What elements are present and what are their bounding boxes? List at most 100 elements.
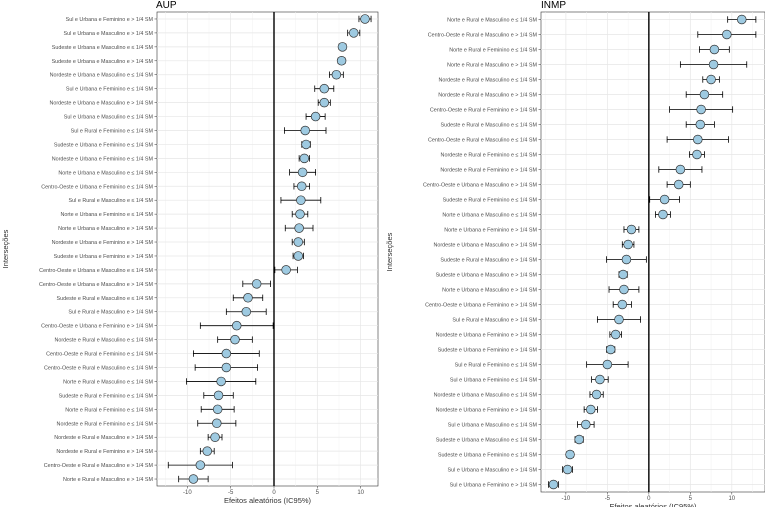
inmp-point-estimate [626,224,637,235]
inmp-point-estimate [706,74,716,85]
aup-point-estimate [293,237,304,247]
inmp-plot-area [540,11,765,493]
inmp-x-tick-label: -5 [605,496,611,502]
inmp-point-estimate [617,299,628,310]
aup-point-estimate [310,111,321,122]
aup-row-label: Sudeste e Urbana e Masculino e > 1/4 SM [52,59,154,65]
aup-row-label: Sudeste e Urbana e Masculino e ≤ 1/4 SM [52,45,154,51]
aup-point-estimate [337,42,348,52]
inmp-point-estimate [737,14,747,25]
inmp-row-label: Nordeste e Rural e Masculino e > 1/4 SM [438,93,537,99]
aup-point-estimate [360,14,370,24]
inmp-row-label: Centro-Oeste e Urbana e Masculino e > 1/… [423,183,538,189]
aup-point-estimate [213,390,224,401]
inmp-row-label: Centro-Oeste e Rural e Feminino e > 1/4 … [430,108,538,114]
inmp-row-label: Sul e Urbana e Masculino e > 1/4 SM [448,468,538,474]
inmp-point-estimate [562,464,573,475]
aup-point-estimate [231,320,242,331]
inmp-point-estimate [586,404,596,415]
aup-point-estimate [212,404,223,415]
aup-row-label: Nordeste e Urbana e Masculino e ≤ 1/4 SM [50,73,154,79]
inmp-point-estimate [621,254,632,265]
inmp-x-tick-label: 10 [728,496,735,502]
aup-row-label: Sudeste e Urbana e Feminino e > 1/4 SM [54,254,154,260]
inmp-point-estimate [581,419,591,430]
inmp-point-estimate [614,314,624,325]
aup-row-label: Sudeste e Rural e Feminino e ≤ 1/4 SM [59,393,154,399]
inmp-point-estimate [602,359,613,370]
aup-row-label: Norte e Rural e Masculino e ≤ 1/4 SM [63,379,153,385]
aup-point-estimate [251,279,262,289]
aup-row-label: Sul e Urbana e Masculino e ≤ 1/4 SM [64,115,154,121]
inmp-point-estimate [591,389,602,400]
inmp-row-label: Sudeste e Rural e Masculino e > 1/4 SM [440,258,537,264]
aup-point-estimate [296,181,307,192]
inmp-row-label: Nordeste e Urbana e Masculino e ≤ 1/4 SM [434,393,538,399]
inmp-point-estimate [709,44,720,55]
aup-point-estimate [241,306,252,317]
aup-row-label: Sul e Urbana e Feminino e > 1/4 SM [66,17,154,23]
inmp-row-label: Centro-Oeste e Urbana e Feminino e > 1/4… [425,303,537,309]
inmp-point-estimate [574,434,584,445]
aup-point-estimate [295,209,305,219]
aup-x-tick-label: 0 [272,490,276,496]
inmp-x-tick-label: 5 [689,496,693,502]
aup-row-label: Sul e Rural e Feminino e ≤ 1/4 SM [71,129,154,135]
aup-row-label: Sul e Urbana e Feminino e ≤ 1/4 SM [66,87,154,93]
inmp-point-estimate [548,479,559,490]
aup-row-label: Sudeste e Urbana e Feminino e ≤ 1/4 SM [54,142,154,148]
aup-row-label: Norte e Urbana e Masculino e > 1/4 SM [58,226,153,232]
aup-row-label: Norte e Rural e Feminino e ≤ 1/4 SM [65,407,153,413]
inmp-row-label: Norte e Urbana e Masculino e > 1/4 SM [442,288,537,294]
aup-point-estimate [202,446,213,456]
aup-point-estimate [243,293,253,303]
inmp-point-estimate [619,284,629,295]
inmp-x-tick-label: -10 [562,496,571,502]
aup-point-estimate [216,376,226,387]
inmp-row-label: Sul e Urbana e Feminino e > 1/4 SM [450,483,538,489]
aup-row-label: Centro-Oeste e Rural e Masculino e ≤ 1/4… [44,366,154,372]
aup-point-estimate [221,348,232,359]
inmp-point-estimate [722,29,732,40]
aup-point-estimate [331,69,342,80]
inmp-row-label: Nordeste e Rural e Feminino e ≤ 1/4 SM [441,153,538,159]
aup-x-tick-label: -10 [183,490,192,496]
aup-point-estimate [299,153,310,164]
aup-y-axis-label: Interseções [1,229,10,268]
inmp-panel-title: INMP [541,0,566,11]
aup-point-estimate [188,474,199,484]
aup-panel-title: AUP [156,0,177,11]
inmp-row-label: Sudeste e Urbana e Masculino e > 1/4 SM [436,273,538,279]
aup-row-label: Nordeste e Rural e Masculino e > 1/4 SM [54,435,153,441]
inmp-row-label: Norte e Urbana e Feminino e > 1/4 SM [444,228,537,234]
aup-x-tick-label: -5 [228,490,234,496]
aup-row-label: Centro-Oeste e Urbana e Feminino e ≤ 1/4… [41,184,153,190]
inmp-point-estimate [699,89,710,100]
aup-point-estimate [293,251,304,261]
inmp-point-estimate [623,239,633,250]
inmp-row-label: Nordeste e Urbana e Feminino e > 1/4 SM [436,408,538,414]
inmp-row-label: Centro-Oeste e Rural e Masculino e ≤ 1/4… [428,138,538,144]
inmp-row-label: Sudeste e Rural e Masculino e ≤ 1/4 SM [441,123,538,129]
inmp-point-estimate [659,194,670,205]
aup-point-estimate [221,362,232,373]
aup-point-estimate [300,125,310,136]
aup-x-tick-label: 5 [316,490,320,496]
aup-row-label: Sul e Urbana e Masculino e > 1/4 SM [64,31,154,37]
inmp-point-estimate [692,149,702,160]
inmp-y-axis-label: Interseções [385,232,394,271]
inmp-point-estimate [675,164,686,175]
inmp-point-estimate [673,179,684,190]
inmp-x-tick-label: 0 [647,496,651,502]
inmp-row-label: Sul e Urbana e Feminino e ≤ 1/4 SM [450,378,538,384]
inmp-row-label: Nordeste e Urbana e Masculino e > 1/4 SM [433,243,537,249]
aup-row-label: Sul e Rural e Masculino e ≤ 1/4 SM [69,198,154,204]
aup-row-label: Sul e Rural e Masculino e > 1/4 SM [68,310,153,316]
inmp-row-label: Sul e Rural e Feminino e ≤ 1/4 SM [455,363,538,369]
aup-row-label: Norte e Urbana e Masculino e ≤ 1/4 SM [58,170,153,176]
inmp-row-label: Nordeste e Urbana e Feminino e > 1/4 SM [436,333,538,339]
inmp-row-label: Norte e Urbana e Masculino e ≤ 1/4 SM [442,213,537,219]
inmp-point-estimate [695,119,706,130]
inmp-point-estimate [595,374,605,385]
